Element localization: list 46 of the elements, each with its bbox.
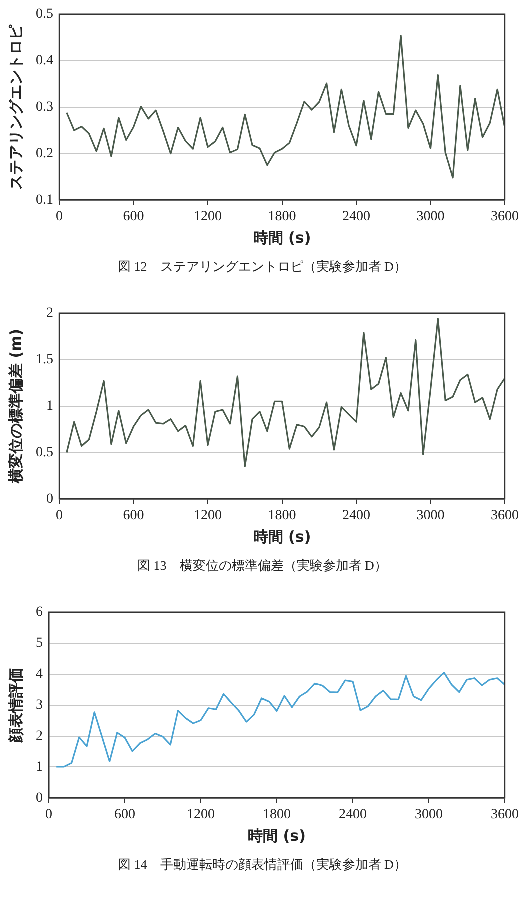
x-tick-label: 600 — [123, 508, 144, 524]
y-tick-label: 2 — [36, 728, 43, 744]
x-tick-label: 1200 — [187, 807, 215, 822]
caption: 図 12 ステアリングエントロピ（実験参加者 D） — [117, 258, 408, 276]
x-tick-label: 3000 — [416, 209, 445, 224]
y-tick-label: 0.5 — [36, 7, 54, 22]
y-tick-label: 3 — [36, 698, 43, 713]
y-tick-label: 1.5 — [36, 352, 54, 368]
x-tick-label: 1200 — [194, 508, 222, 524]
x-tick-label: 2400 — [342, 508, 370, 524]
y-tick-label: 4 — [36, 667, 43, 682]
x-axis-title: 時間 (s) — [253, 528, 312, 546]
x-tick-label: 3000 — [416, 508, 445, 524]
y-axis-title: ステアリングエントロピ — [6, 24, 25, 190]
y-axis-title: 横変位の標準偏差 (m) — [6, 329, 25, 485]
x-tick-label: 3600 — [491, 209, 519, 224]
x-tick-label: 3000 — [415, 807, 443, 822]
y-axis-title: 顔表情評価 — [6, 668, 25, 744]
y-tick-label: 6 — [36, 605, 43, 620]
x-tick-label: 2400 — [342, 209, 370, 224]
y-tick-label: 2 — [46, 306, 54, 322]
y-tick-label: 0.5 — [36, 445, 54, 460]
x-tick-label: 3600 — [491, 807, 519, 822]
x-tick-label: 0 — [56, 508, 63, 524]
y-tick-label: 0.3 — [36, 100, 54, 115]
x-tick-label: 0 — [56, 209, 63, 224]
y-tick-label: 1 — [46, 398, 54, 414]
y-tick-label: 5 — [36, 636, 43, 652]
x-tick-label: 1800 — [268, 209, 296, 224]
y-tick-label: 0 — [36, 790, 43, 806]
x-tick-label: 1200 — [194, 209, 222, 224]
x-tick-label: 3600 — [491, 508, 519, 524]
x-axis-title: 時間 (s) — [248, 826, 306, 845]
x-tick-label: 600 — [123, 209, 144, 224]
x-axis-title: 時間 (s) — [253, 228, 312, 247]
x-tick-label: 600 — [114, 807, 136, 822]
caption: 図 13 横変位の標準偏差（実験参加者 D） — [136, 557, 388, 575]
y-tick-label: 1 — [36, 760, 43, 775]
x-tick-label: 2400 — [339, 807, 367, 822]
y-tick-label: 0.1 — [36, 192, 54, 208]
y-tick-label: 0.2 — [36, 146, 54, 162]
y-tick-label: 0 — [46, 492, 54, 507]
y-tick-label: 0.4 — [36, 54, 54, 69]
x-tick-label: 1800 — [268, 508, 296, 524]
x-tick-label: 1800 — [263, 807, 291, 822]
caption: 図 14 手動運転時の顔表情評価（実験参加者 D） — [117, 856, 408, 874]
